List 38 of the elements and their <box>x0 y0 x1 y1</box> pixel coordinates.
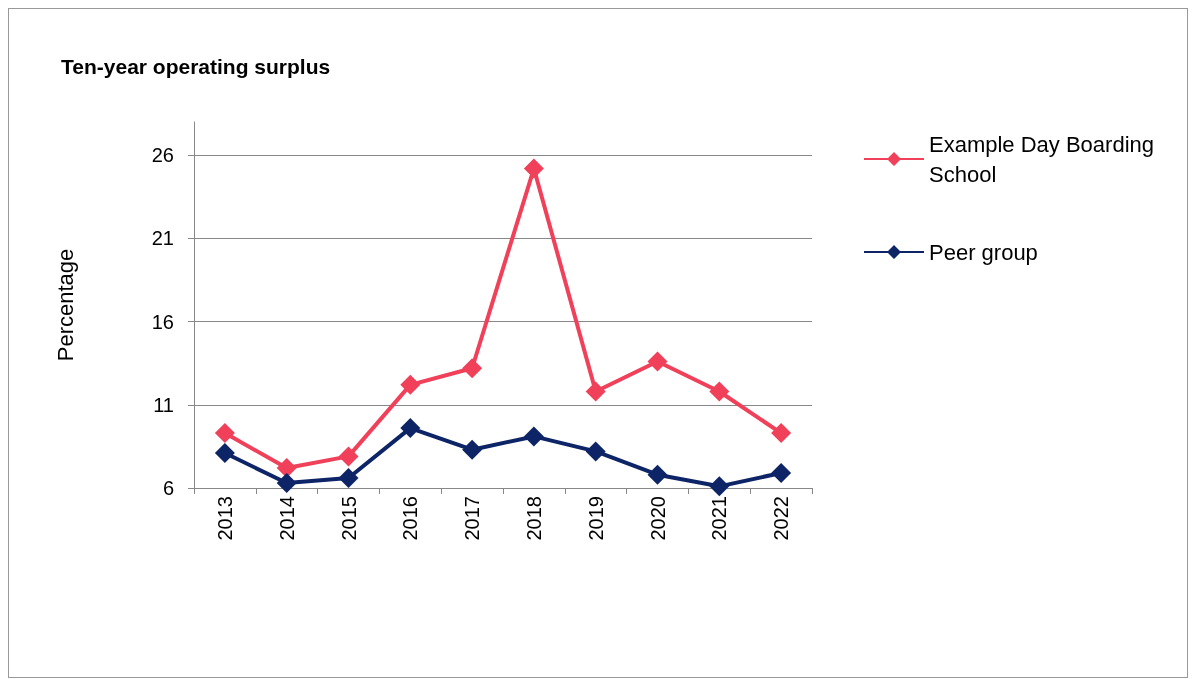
point <box>523 426 544 447</box>
x-tick-label: 2015 <box>337 496 360 541</box>
point <box>400 374 421 395</box>
point <box>462 439 483 460</box>
point <box>585 441 606 462</box>
point <box>523 158 544 179</box>
x-tick-label: 2022 <box>770 496 793 541</box>
x-tick-label: 2014 <box>275 496 298 541</box>
point <box>771 463 792 484</box>
x-tick-label: 2021 <box>708 496 731 541</box>
y-axis-title: Percentage <box>52 248 78 362</box>
y-tick-label: 21 <box>151 227 174 250</box>
legend-label: Example Day Boarding School <box>929 131 1161 187</box>
y-tick-label: 11 <box>153 393 174 416</box>
point <box>585 381 606 402</box>
point <box>709 476 730 497</box>
y-tick-label: 16 <box>151 310 174 333</box>
point <box>276 473 297 494</box>
legend-label: Peer group <box>929 239 1038 265</box>
x-tick-label: 2019 <box>584 496 607 541</box>
point <box>338 446 359 467</box>
point <box>214 443 235 464</box>
point <box>400 418 421 439</box>
point <box>647 464 668 485</box>
point <box>647 351 668 372</box>
point <box>771 423 792 444</box>
y-tick-label: 26 <box>151 144 174 167</box>
x-tick-label: 2017 <box>461 496 484 541</box>
point <box>214 423 235 444</box>
x-tick-label: 2020 <box>646 496 669 541</box>
x-tick-label: 2018 <box>522 496 545 541</box>
point <box>338 468 359 489</box>
point <box>462 358 483 379</box>
chart-title: Ten-year operating surplus <box>61 55 331 78</box>
point <box>709 381 730 402</box>
y-tick-label: 6 <box>162 477 174 499</box>
x-tick-label: 2013 <box>213 496 236 541</box>
x-tick-label: 2016 <box>399 496 422 541</box>
